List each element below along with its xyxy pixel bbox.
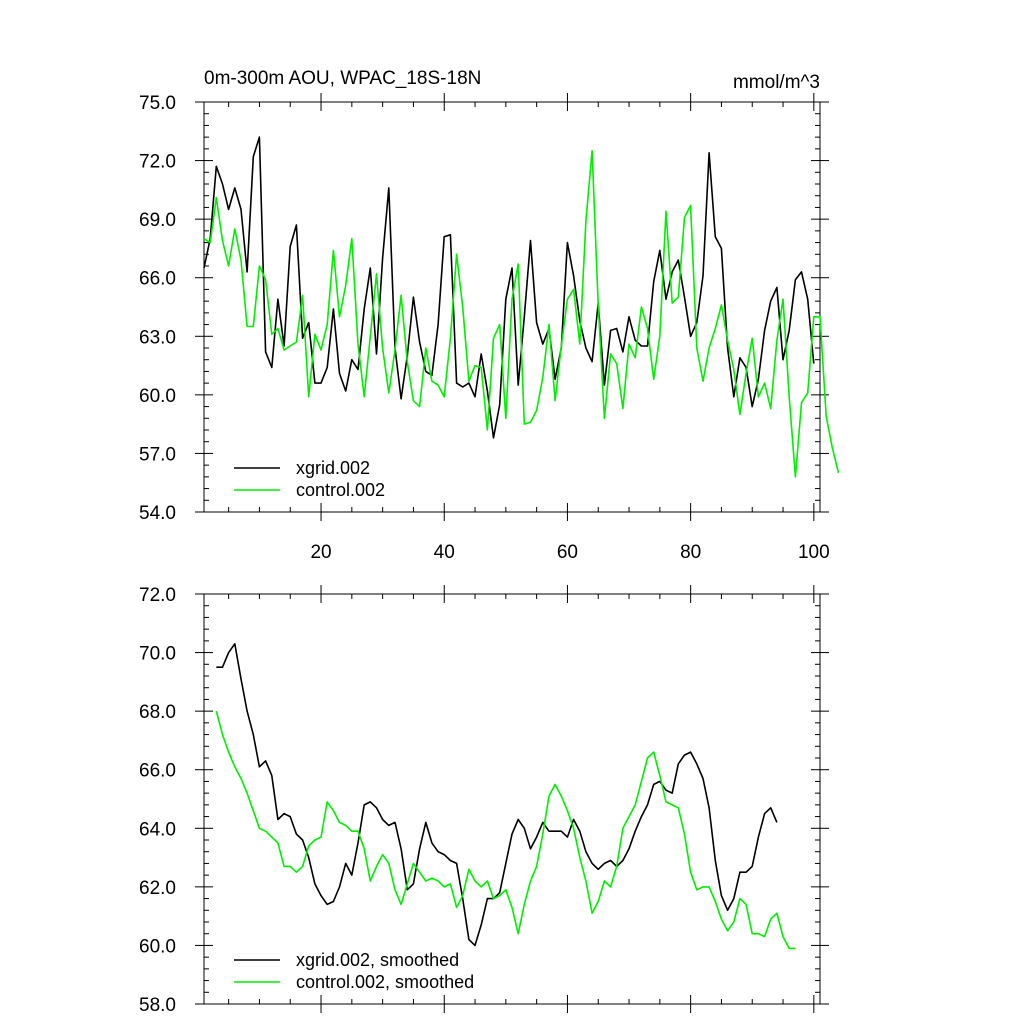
x-tick-label-40: 40: [434, 542, 455, 563]
series-line-1: [203, 150, 840, 478]
legend-label-0: xgrid.002, smoothed: [296, 950, 459, 970]
y-tick-label: 66.0: [139, 761, 176, 782]
top-series-lines: [203, 136, 840, 478]
top-axis-ticks: [195, 93, 829, 521]
y-tick-label: 70.0: [139, 644, 176, 665]
y-tick-label: 72.0: [139, 152, 176, 173]
y-tick-label: 62.0: [139, 878, 176, 899]
y-tick-label: 57.0: [139, 444, 176, 465]
x-tick-label-20: 20: [310, 542, 331, 563]
bottom-chart-panel: 58.0 60.0 62.0 64.0 66.0 68.0 70.0 72.0 xgrid.0…: [139, 585, 829, 1016]
series-line-0: [203, 136, 815, 439]
top-chart-panel: 0m-300m AOU, WPAC_18S-18N mmol/m^3 20 40 6…: [139, 68, 840, 563]
bottom-series-lines: [215, 642, 796, 950]
y-tick-label: 75.0: [139, 93, 176, 114]
y-tick-label: 68.0: [139, 702, 176, 723]
y-tick-label: 63.0: [139, 327, 176, 348]
y-tick-label: 66.0: [139, 269, 176, 290]
y-tick-label: 58.0: [139, 995, 176, 1016]
x-tick-label-60: 60: [557, 542, 578, 563]
x-tick-label-100: 100: [798, 542, 830, 563]
y-tick-label: 60.0: [139, 386, 176, 407]
legend-label-1: control.002: [296, 480, 385, 500]
top-chart-units: mmol/m^3: [733, 72, 820, 93]
legend-label-0: xgrid.002: [296, 458, 370, 478]
y-tick-label: 54.0: [139, 503, 176, 524]
y-tick-label: 64.0: [139, 819, 176, 840]
y-tick-label: 60.0: [139, 936, 176, 957]
top-axis-tick-labels: 20 40 60 80 100 54.0 57.0 60.0 63.0 66.0 69.0 72.0 7…: [139, 93, 830, 563]
series-line-1: [215, 710, 796, 950]
y-tick-label: 69.0: [139, 210, 176, 231]
bottom-axis-ticks: [195, 585, 829, 1013]
bottom-axis-tick-labels: 58.0 60.0 62.0 64.0 66.0 68.0 70.0 72.0: [139, 585, 176, 1016]
series-line-0: [216, 642, 778, 947]
bottom-plot-frame: [203, 593, 821, 1005]
top-plot-frame: [203, 101, 821, 513]
x-tick-label-80: 80: [680, 542, 701, 563]
y-tick-label: 72.0: [139, 585, 176, 606]
top-chart-title: 0m-300m AOU, WPAC_18S-18N: [204, 68, 481, 89]
legend-label-1: control.002, smoothed: [296, 972, 474, 992]
